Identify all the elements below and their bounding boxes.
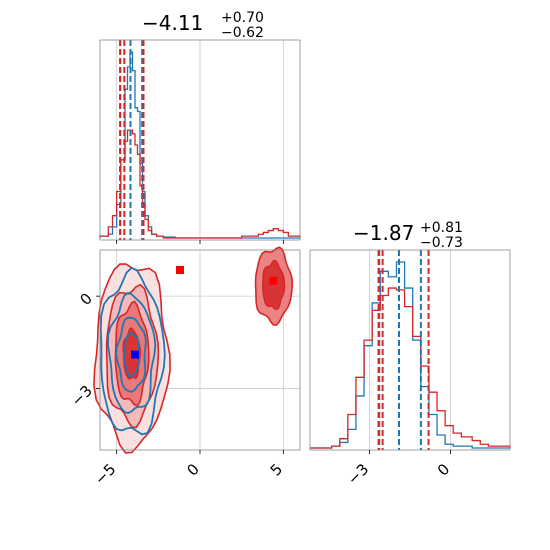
hist1-ticks bbox=[116, 240, 284, 244]
joint-markers bbox=[131, 266, 278, 359]
joint-panel: −5 0 5 −3 0 bbox=[68, 246, 301, 488]
contour-blue-0-1 bbox=[107, 291, 157, 415]
hist1-title-sub: −0.62 bbox=[221, 25, 264, 41]
hist-series-red bbox=[310, 287, 511, 449]
marker-square-2 bbox=[269, 276, 278, 285]
hist2-title-main: −1.87 bbox=[353, 221, 414, 245]
hist2-ticks: −3 0 bbox=[344, 450, 453, 488]
tick-label-x-1: 0 bbox=[183, 460, 202, 479]
hist1-title-sup: +0.70 bbox=[221, 10, 264, 26]
marker-square-0 bbox=[131, 350, 139, 359]
contour-blue-0-0 bbox=[99, 266, 166, 436]
contour-blue-0-3 bbox=[122, 332, 141, 378]
hist2-grid bbox=[369, 250, 451, 450]
hist2-title: −1.87 bbox=[353, 221, 414, 245]
hist2-quantiles bbox=[377, 250, 430, 450]
hist-series-red bbox=[99, 129, 301, 239]
hist1-series bbox=[99, 51, 301, 239]
contour-blue-0-2 bbox=[115, 316, 147, 393]
hist2-series bbox=[310, 261, 511, 449]
tick-label-x-0: −5 bbox=[91, 460, 119, 488]
hist2-title-sup: +0.81 bbox=[420, 220, 463, 236]
hist-series-blue bbox=[310, 261, 510, 449]
hist1-title-main: −4.11 bbox=[142, 11, 203, 35]
hist-panel-1: −4.11 +0.70 −0.62 bbox=[99, 10, 301, 244]
marker-square-1 bbox=[176, 266, 184, 274]
tick-label-y-1: 0 bbox=[77, 289, 96, 308]
hist-panel-2: −1.87 +0.81 −0.73 −3 0 bbox=[309, 220, 511, 488]
hist2-frame bbox=[309, 249, 511, 451]
hist2-title-sub: −0.73 bbox=[420, 235, 463, 251]
tick-label-x-1: 0 bbox=[434, 460, 453, 479]
hist1-quantiles bbox=[119, 40, 145, 240]
tick-label-y-0: −3 bbox=[68, 382, 96, 410]
joint-blue-contours bbox=[99, 266, 166, 436]
tick-label-x-2: 5 bbox=[267, 460, 286, 479]
contour-red-1-1 bbox=[262, 259, 286, 311]
tick-label-x-0: −3 bbox=[344, 460, 372, 488]
hist1-title: −4.11 bbox=[142, 11, 203, 35]
